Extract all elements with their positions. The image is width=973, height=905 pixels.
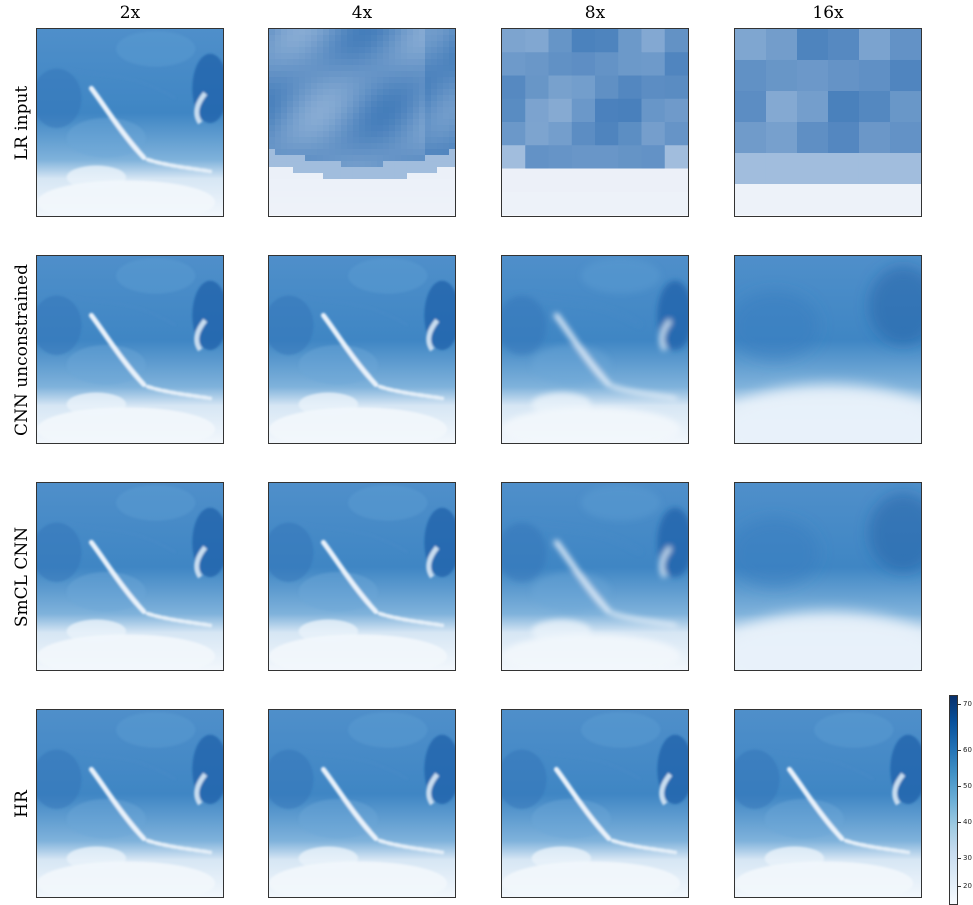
- column-title-2x: 2x: [119, 3, 141, 23]
- row-title-4: HR: [12, 790, 32, 818]
- panel-row4-col4: [734, 709, 922, 898]
- row-title-2: CNN unconstrained: [12, 264, 32, 436]
- colorbar-tick: [958, 822, 961, 823]
- colorbar-tick-label: 60: [963, 746, 972, 754]
- colorbar-tick-label: 30: [963, 854, 972, 862]
- colorbar-tick-label: 20: [963, 882, 972, 890]
- panel-row3-col1: [36, 482, 224, 671]
- colorbar-tick-label: 40: [963, 818, 972, 826]
- panel-row1-col1: [36, 28, 224, 217]
- colorbar-tick: [958, 786, 961, 787]
- panel-row1-col2: [268, 28, 456, 217]
- colorbar-tick: [958, 886, 961, 887]
- panel-row4-col1: [36, 709, 224, 898]
- panel-row1-col4: [734, 28, 922, 217]
- colorbar-tick-label: 70: [963, 700, 972, 708]
- colorbar: [949, 695, 958, 905]
- column-title-4x: 4x: [351, 3, 373, 23]
- panel-row3-col3: [501, 482, 689, 671]
- panel-row1-col3: [501, 28, 689, 217]
- column-title-8x: 8x: [584, 3, 606, 23]
- colorbar-tick: [958, 858, 961, 859]
- panel-row4-col2: [268, 709, 456, 898]
- column-title-16x: 16x: [812, 3, 844, 23]
- panel-row4-col3: [501, 709, 689, 898]
- panel-row3-col2: [268, 482, 456, 671]
- panel-row2-col4: [734, 255, 922, 444]
- panel-row2-col1: [36, 255, 224, 444]
- colorbar-tick: [958, 750, 961, 751]
- panel-row3-col4: [734, 482, 922, 671]
- row-title-1: LR input: [12, 85, 32, 161]
- colorbar-tick: [958, 704, 961, 705]
- panel-row2-col3: [501, 255, 689, 444]
- panel-row2-col2: [268, 255, 456, 444]
- colorbar-tick-label: 50: [963, 782, 972, 790]
- row-title-3: SmCL CNN: [12, 526, 32, 628]
